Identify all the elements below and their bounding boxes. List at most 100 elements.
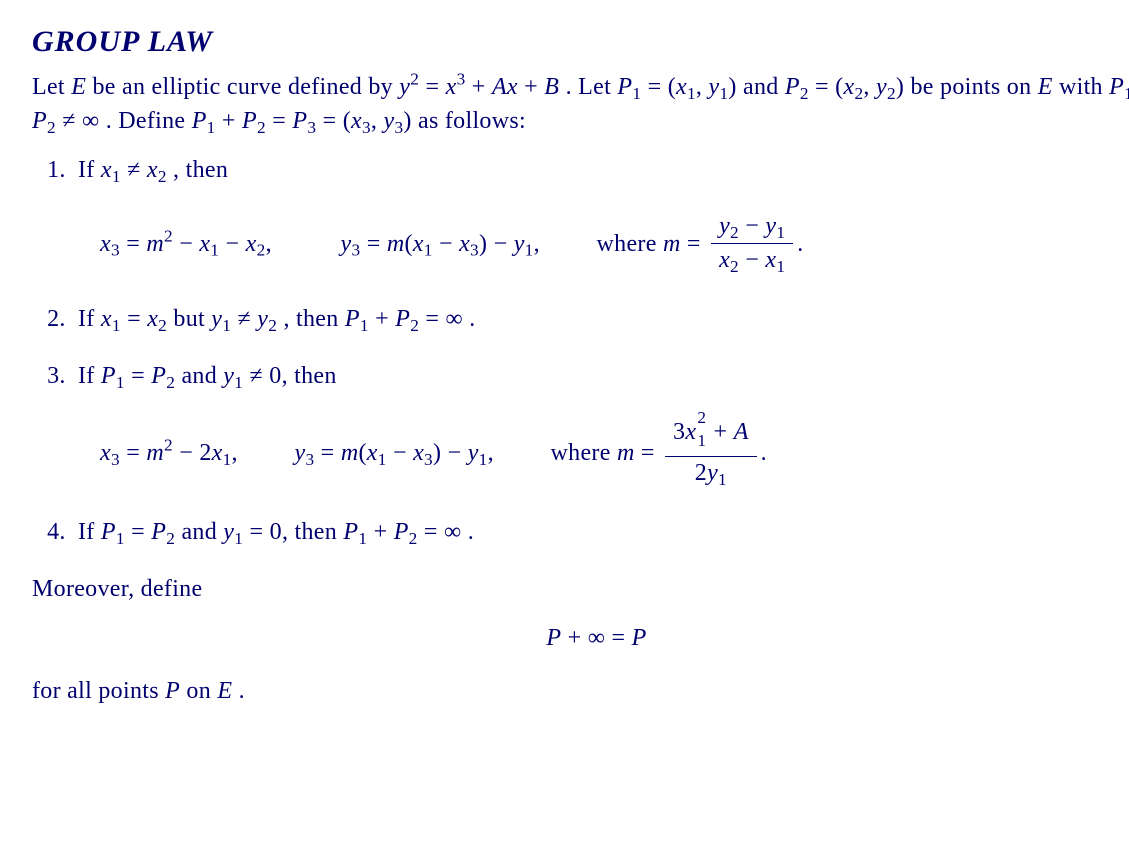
var-y1: y	[223, 519, 234, 545]
var-x1: x	[199, 231, 210, 257]
var-x2: x	[719, 247, 730, 273]
plus: +	[369, 306, 395, 332]
text: on	[180, 678, 217, 704]
intro-paragraph: Let E be an elliptic curve defined by y2…	[32, 70, 1129, 140]
sub: 2	[800, 83, 809, 102]
plus: +	[707, 419, 733, 445]
comma: ,	[534, 231, 540, 257]
num-2: 2	[199, 440, 211, 466]
ne: ≠ 0	[243, 363, 281, 389]
var-x: x	[446, 74, 457, 100]
var-x3: x	[100, 231, 111, 257]
eq-zero: = 0	[243, 519, 282, 545]
sub: 2	[158, 316, 167, 335]
sub: 1	[116, 373, 125, 392]
text: but	[167, 306, 211, 332]
text: for all points	[32, 678, 165, 704]
comma: ,	[371, 108, 384, 134]
var-x2: x	[246, 231, 257, 257]
var-x2: x	[147, 157, 158, 183]
eq: =	[266, 108, 292, 134]
sub: 1	[358, 529, 367, 548]
fraction-slope: y2 − y1 x2 − x1	[711, 210, 793, 277]
var-P: P	[165, 678, 180, 704]
sub: 1	[632, 83, 641, 102]
var-y3: y	[341, 231, 352, 257]
text: If	[78, 157, 101, 183]
sub: 1	[479, 450, 488, 469]
exp: 2	[697, 408, 706, 429]
ne: ≠	[231, 306, 257, 332]
sub: 1	[1124, 83, 1129, 102]
comma: ,	[488, 440, 494, 466]
sub: 1	[378, 450, 387, 469]
var-y1: y	[223, 363, 234, 389]
sub: 1	[776, 223, 785, 242]
var-A: A	[492, 74, 507, 100]
var-P1: P	[1109, 74, 1124, 100]
comma: ,	[232, 440, 238, 466]
text: , then	[277, 306, 345, 332]
exp: 2	[164, 436, 173, 455]
var-y2: y	[257, 306, 268, 332]
text: be points on	[904, 74, 1038, 100]
var-x1: x	[765, 247, 776, 273]
sub: 2	[410, 316, 419, 335]
identity-equation: P + ∞ = P	[32, 621, 1129, 656]
text: and	[175, 519, 223, 545]
var-P1: P	[101, 519, 116, 545]
var-x1: x	[676, 74, 687, 100]
sub: 1	[112, 167, 121, 186]
text: , then	[282, 363, 337, 389]
num-2: 2	[695, 460, 707, 486]
var-x3: x	[459, 231, 470, 257]
eq: =	[120, 231, 146, 257]
text: as follows:	[412, 108, 526, 134]
sub: 2	[730, 223, 739, 242]
text: with	[1053, 74, 1109, 100]
sub: 2	[166, 529, 175, 548]
var-x3: x	[413, 440, 424, 466]
eq: =	[635, 440, 661, 466]
moreover-label: Moreover, define	[32, 572, 1129, 607]
var-E: E	[71, 74, 86, 100]
var-x3: x	[100, 440, 111, 466]
minus: −	[433, 231, 459, 257]
eq: =	[419, 74, 445, 100]
sub: 3	[424, 450, 433, 469]
var-P2: P	[151, 519, 166, 545]
paren: (	[404, 231, 412, 257]
ne-inf: ≠ ∞	[56, 108, 99, 134]
text-where: where	[597, 231, 663, 257]
sub: 3	[111, 450, 120, 469]
var-y2: y	[719, 213, 730, 239]
eq-inf: = ∞ .	[418, 519, 474, 545]
plus: +	[466, 74, 492, 100]
var-x: x	[507, 74, 518, 100]
plus-inf-eq: + ∞ =	[561, 625, 631, 651]
paren: (	[358, 440, 366, 466]
sub: 2	[409, 529, 418, 548]
eq: = (	[809, 74, 844, 100]
var-x2: x	[147, 306, 158, 332]
text: Let	[32, 74, 71, 100]
paren: )	[896, 74, 904, 100]
paren: )	[728, 74, 736, 100]
text: .	[232, 678, 245, 704]
var-x1: x	[367, 440, 378, 466]
eq: =	[681, 231, 707, 257]
var-P1: P	[192, 108, 207, 134]
var-P2: P	[785, 74, 800, 100]
text: , then	[167, 157, 228, 183]
sub: 2	[158, 167, 167, 186]
var-y3: y	[294, 440, 305, 466]
ne: ≠	[121, 157, 147, 183]
sub: 2	[887, 83, 896, 102]
var-P2: P	[32, 108, 47, 134]
var-P3: P	[292, 108, 307, 134]
sub: 3	[470, 241, 479, 260]
closing-line: for all points P on E .	[32, 674, 1129, 709]
var-y1: y	[707, 460, 718, 486]
sub: 1	[718, 469, 727, 488]
sub: 1	[210, 241, 219, 260]
